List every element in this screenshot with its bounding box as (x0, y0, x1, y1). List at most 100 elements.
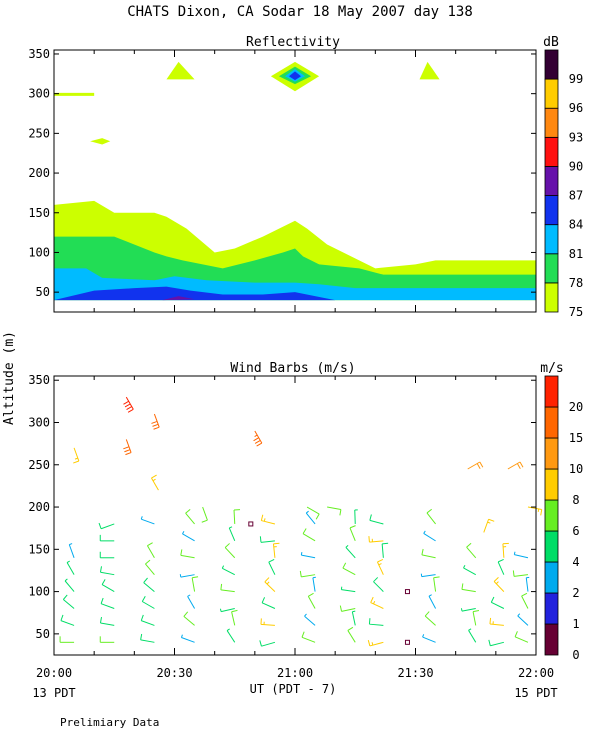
barb-half-flag (373, 600, 376, 605)
barb-flag (369, 514, 372, 521)
barb-half-flag (345, 544, 349, 548)
barb-half-flag (152, 478, 156, 482)
barb-flag (461, 583, 464, 590)
wind-barb (98, 522, 115, 530)
barb-flag (373, 577, 379, 583)
barb-flag (347, 626, 354, 631)
barb-staff (424, 615, 436, 626)
y-tick-label: 250 (28, 126, 50, 140)
wind-barb (64, 578, 75, 592)
wind-barb (422, 634, 436, 643)
wind-barb (423, 530, 436, 542)
barb-staff (423, 533, 436, 542)
wind-barb (339, 605, 356, 612)
plot-frame (53, 375, 537, 656)
barb-staff (202, 506, 208, 521)
barb-staff (428, 595, 437, 609)
barb-flag (540, 509, 543, 516)
barb-half-flag (487, 521, 491, 524)
barb-staff (254, 430, 263, 444)
barb-half-flag (69, 543, 73, 546)
y-tick-label: 100 (28, 585, 50, 599)
barb-staff (191, 577, 196, 592)
barb-flag (125, 452, 132, 456)
wind-barb (180, 634, 195, 643)
colorbar-label: 10 (569, 462, 583, 476)
barb-staff (347, 630, 356, 643)
refl-84-region (54, 286, 336, 301)
barb-flag (73, 460, 80, 464)
barb-flag (127, 408, 134, 413)
barb-staff (351, 611, 356, 626)
barb-staff (264, 581, 276, 592)
barb-half-flag (140, 516, 143, 520)
barb-staff (422, 636, 436, 643)
barb-half-flag (371, 642, 374, 646)
barb-staff (341, 589, 356, 593)
reflectivity-colorbar: 75 78 81 84 87 90 93 96 99 (544, 49, 583, 319)
barb-flag (268, 559, 275, 563)
wind-barb (180, 549, 195, 559)
wind-barb (488, 639, 504, 647)
wind-barb (460, 608, 476, 612)
barb-staff (472, 611, 477, 626)
barb-staff (491, 601, 505, 609)
colorbar-swatch (544, 530, 559, 563)
colorbar-swatch (544, 592, 559, 625)
wind-barb (373, 577, 384, 592)
barb-staff (304, 615, 316, 626)
wind-barb (513, 551, 529, 559)
wind-barb (68, 543, 75, 558)
barb-staff (146, 545, 155, 559)
wind-barb (101, 579, 115, 593)
barb-flag (301, 631, 305, 638)
barb-staff (181, 637, 195, 643)
barb-flag (147, 542, 153, 547)
x-tick-label: 21:00 (277, 666, 313, 680)
barb-flag (264, 577, 270, 583)
barb-flag (151, 474, 157, 479)
wind-barb (428, 594, 437, 609)
barb-flag (231, 609, 238, 613)
wind-barb (433, 576, 440, 592)
wind-barb (367, 640, 384, 647)
barb-flag (479, 461, 484, 468)
x-tick-label: 22:00 (518, 666, 554, 680)
y-tick-label: 300 (28, 416, 50, 430)
barb-staff (342, 567, 356, 576)
barb-flag (339, 605, 343, 612)
barb-staff (514, 574, 529, 577)
barb-staff (187, 596, 196, 609)
colorbar-label: 75 (569, 305, 583, 319)
barb-flag (476, 463, 481, 469)
colorbar-label: 1 (572, 617, 579, 631)
barb-staff (376, 561, 384, 575)
barb-staff (502, 543, 505, 558)
barb-staff (301, 574, 316, 578)
colorbar-label: 4 (572, 555, 579, 569)
barb-flag (151, 420, 158, 424)
refl-blob-2030 (166, 61, 195, 80)
wind-barb (517, 613, 529, 626)
barb-flag (512, 570, 515, 577)
barb-staff (514, 554, 529, 559)
barb-staff (180, 574, 195, 578)
wind-barb (368, 536, 384, 543)
barb-flag (377, 559, 384, 563)
colorbar-swatch (544, 136, 559, 167)
wind-barb (426, 508, 436, 525)
wind-barb (201, 506, 208, 523)
wind-barb (219, 608, 235, 613)
barb-staff (527, 506, 542, 510)
barb-staff (381, 543, 384, 558)
wind-barb (514, 631, 529, 643)
barb-flag (342, 562, 347, 569)
barb-staff (306, 506, 320, 515)
barb-flag (152, 423, 159, 427)
barb-flag (123, 400, 129, 405)
barb-staff (312, 577, 316, 592)
barb-half-flag (254, 434, 258, 438)
reflectivity-colorbar-label: dB (543, 35, 559, 50)
barb-staff (141, 620, 155, 626)
barb-flag (488, 518, 495, 522)
